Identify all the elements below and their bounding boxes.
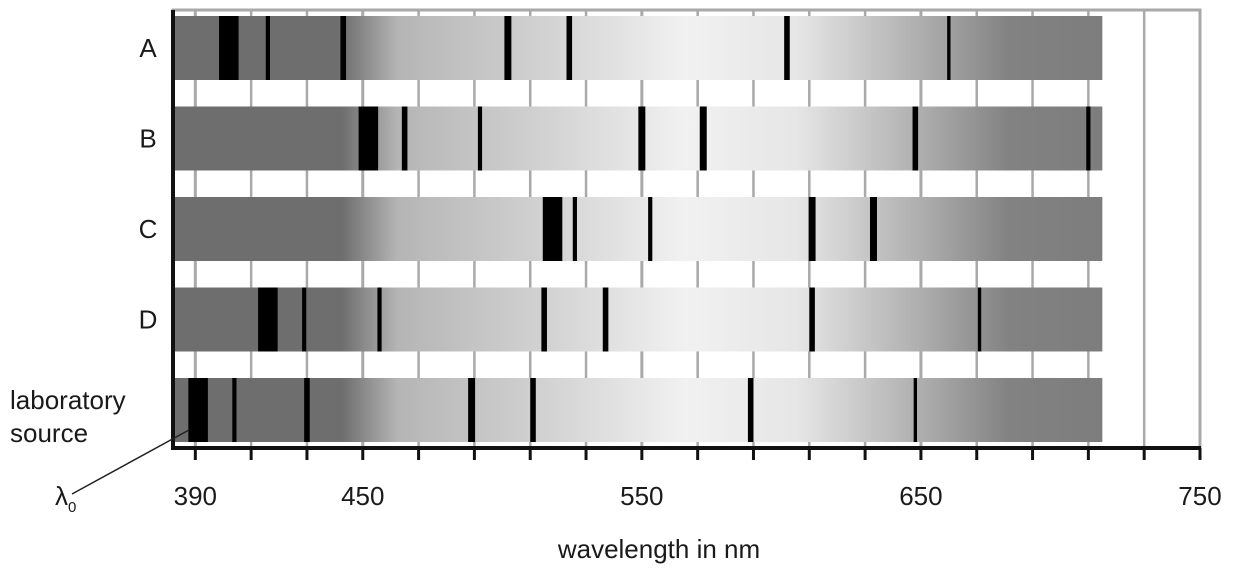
- spectrum-label-line: laboratory: [10, 385, 126, 415]
- absorption-line: [913, 378, 918, 442]
- absorption-line: [542, 197, 563, 261]
- spectrum-label: C: [139, 214, 158, 244]
- absorption-line: [477, 106, 483, 171]
- spectrum-row: [175, 16, 1103, 80]
- absorption-line: [648, 197, 653, 261]
- absorption-line: [377, 287, 382, 352]
- absorption-line: [504, 16, 512, 80]
- absorption-line: [219, 16, 239, 80]
- absorption-line: [188, 378, 208, 442]
- absorption-line: [358, 106, 379, 171]
- spectra-bands: [175, 16, 1103, 442]
- absorption-line: [1086, 106, 1091, 171]
- absorption-line: [912, 106, 919, 171]
- reference-subscript: 0: [68, 499, 76, 516]
- reference-pointer-line: [71, 429, 190, 495]
- spectrum-row: [175, 378, 1103, 442]
- absorption-line: [638, 106, 646, 171]
- spectrum-band: [175, 16, 1103, 80]
- spectrum-label: B: [139, 124, 156, 154]
- absorption-line: [572, 197, 577, 261]
- absorption-line: [340, 16, 347, 80]
- absorption-line: [401, 106, 408, 171]
- x-tick-label: 750: [1178, 481, 1221, 511]
- reference-marker: λ0: [55, 429, 190, 516]
- absorption-line: [258, 287, 278, 352]
- absorption-line: [747, 378, 754, 442]
- x-tick-label: 390: [174, 481, 217, 511]
- reference-lambda: λ: [55, 481, 68, 511]
- spectrum-label-line: source: [10, 418, 88, 448]
- absorption-line: [468, 378, 476, 442]
- absorption-line: [302, 287, 307, 352]
- absorption-line: [602, 287, 609, 352]
- absorption-line: [808, 197, 816, 261]
- absorption-line: [869, 197, 877, 261]
- spectrum-band: [175, 197, 1103, 261]
- x-tick-label: 650: [899, 481, 942, 511]
- absorption-line: [530, 378, 536, 442]
- absorption-line: [566, 16, 573, 80]
- spectrum-row: [175, 106, 1103, 171]
- spectrum-label: A: [139, 33, 157, 63]
- x-axis-label: wavelength in nm: [557, 534, 760, 564]
- spectrum-row: [175, 197, 1103, 261]
- x-tick-label: 450: [341, 481, 384, 511]
- absorption-line: [809, 287, 815, 352]
- absorption-line: [232, 378, 237, 442]
- absorption-line: [699, 106, 707, 171]
- absorption-line: [784, 16, 790, 80]
- spectrum-band: [175, 287, 1103, 352]
- absorption-line: [265, 16, 270, 80]
- spectrum-row: [175, 287, 1103, 352]
- spectrum-label: D: [139, 305, 158, 335]
- absorption-line: [977, 287, 982, 352]
- absorption-line: [947, 16, 951, 80]
- absorption-line: [304, 378, 310, 442]
- spectrum-label: laboratory source: [10, 385, 126, 448]
- x-tick-label: 550: [620, 481, 663, 511]
- x-axis-ticks: 390 450 550 650 750: [174, 448, 1222, 511]
- absorption-line: [541, 287, 547, 352]
- x-axis: 390 450 550 650 750 wavelength in nm: [171, 10, 1222, 564]
- spectrum-band: [175, 378, 1103, 442]
- reference-marker-label: λ0: [55, 481, 76, 516]
